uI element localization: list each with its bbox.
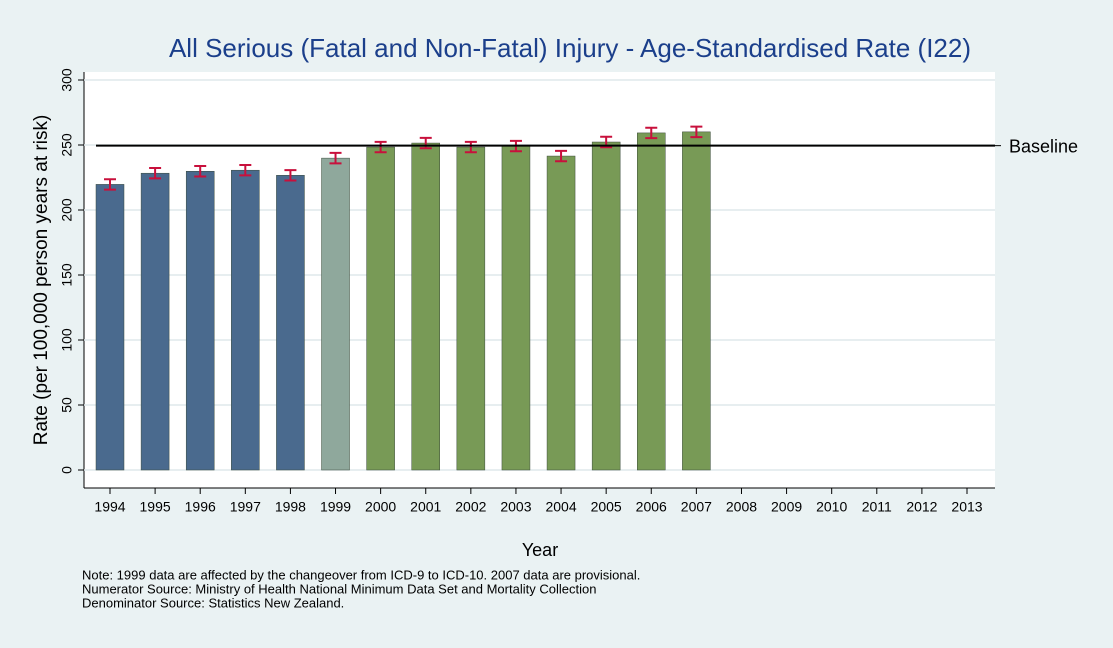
baseline-label: Baseline (1009, 136, 1078, 156)
error-bar (645, 126, 658, 140)
chart-title: All Serious (Fatal and Non-Fatal) Injury… (169, 33, 971, 63)
bar (411, 142, 440, 471)
x-tick-label: 2006 (636, 499, 667, 515)
x-tick-label: 2003 (500, 499, 531, 515)
y-tick-label: 300 (59, 68, 75, 92)
x-tick-label: 2009 (771, 499, 802, 515)
bar (276, 175, 305, 471)
plot-area (84, 72, 995, 488)
y-tick-label: 250 (59, 133, 75, 157)
x-tick-label: 2011 (862, 499, 892, 515)
x-tick-label: 1994 (94, 499, 125, 515)
bar (546, 155, 576, 471)
bar (501, 145, 531, 471)
bar (231, 169, 260, 471)
bar (591, 141, 621, 471)
error-bar (149, 167, 162, 180)
y-tick-label: 0 (59, 466, 75, 474)
y-tick-label: 200 (59, 198, 75, 222)
bar (95, 184, 125, 471)
bar (682, 131, 711, 471)
x-tick-label: 2012 (906, 499, 937, 515)
x-tick-label: 2007 (681, 499, 712, 515)
x-tick-label: 1997 (230, 499, 261, 515)
x-tick-label: 2013 (951, 499, 982, 515)
error-bar (104, 178, 116, 191)
error-bar (690, 125, 703, 139)
x-tick-label: 1999 (320, 499, 351, 515)
note: Note: 1999 data are affected by the chan… (82, 567, 640, 582)
error-bar (555, 149, 568, 163)
y-tick-label: 50 (59, 397, 75, 413)
bar (140, 172, 170, 471)
y-tick-label: 150 (59, 263, 75, 287)
x-tick-label: 2000 (365, 499, 396, 515)
bar (366, 146, 395, 471)
x-tick-label: 2004 (545, 499, 576, 515)
error-bar (284, 169, 297, 182)
note: Numerator Source: Ministry of Health Nat… (82, 581, 596, 596)
x-axis-label: Year (522, 540, 558, 560)
x-tick-label: 2002 (455, 499, 486, 515)
error-bar (374, 140, 387, 154)
x-tick-label: 1995 (140, 499, 171, 515)
note: Denominator Source: Statistics New Zeala… (82, 595, 344, 610)
bar (185, 171, 215, 471)
error-bar (239, 164, 252, 177)
x-tick-label: 1996 (185, 499, 216, 515)
y-axis-label: Rate (per 100,000 person years at risk) (31, 115, 52, 446)
bar (321, 157, 350, 471)
error-bar (194, 165, 207, 178)
y-tick-label: 100 (59, 328, 75, 352)
error-bar (464, 140, 477, 154)
error-bar (329, 151, 342, 165)
x-tick-label: 2008 (726, 499, 757, 515)
bar (456, 146, 486, 471)
bar (637, 132, 666, 471)
x-tick-label: 2010 (816, 499, 847, 515)
x-tick-label: 2005 (591, 499, 622, 515)
x-tick-label: 2001 (410, 499, 441, 515)
x-tick-label: 1998 (275, 499, 306, 515)
